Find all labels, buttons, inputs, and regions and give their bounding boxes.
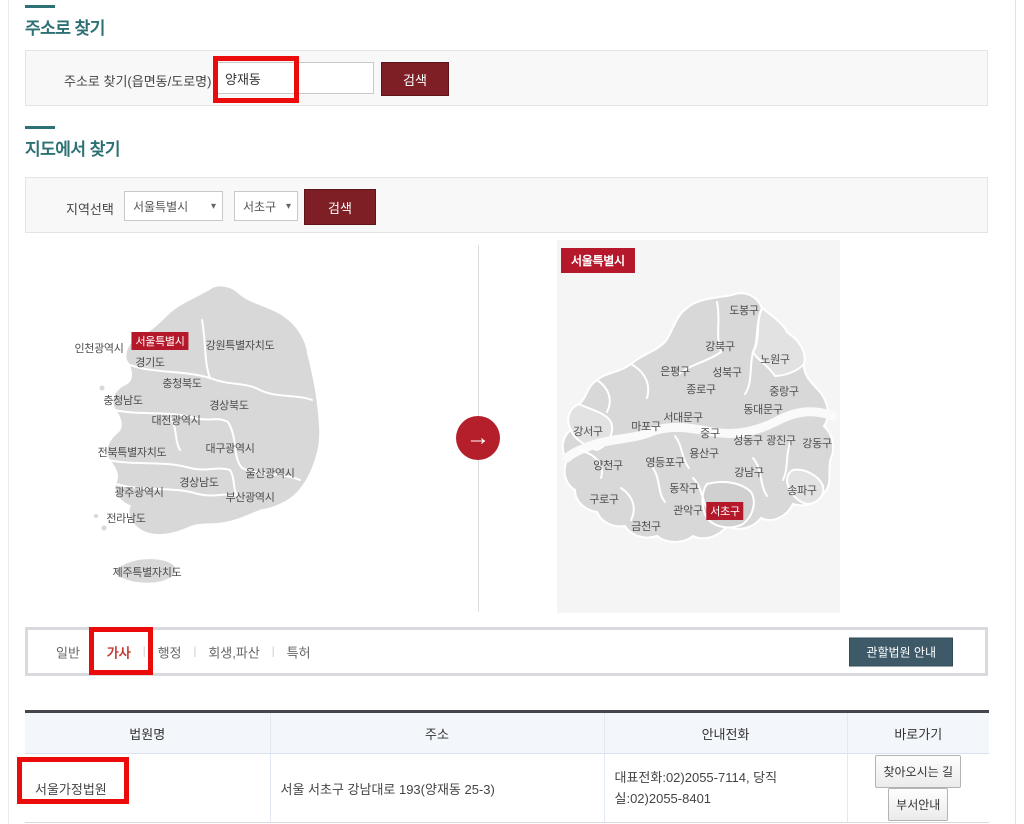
district-label: 구로구 <box>589 494 619 506</box>
seoul-map-panel: 서울특별시 도봉구 강북구 노원구 은평구 성북구 종로구 중랑구 동대문구 서… <box>557 240 840 613</box>
arrow-right-icon[interactable]: → <box>456 416 500 460</box>
court-shortcuts-cell: 찾아오시는 길부서안내 <box>846 753 989 823</box>
address-search-button[interactable]: 검색 <box>381 62 449 96</box>
province-label: 강원특별자치도 <box>205 340 275 352</box>
sigungu-select-value: 서초구 <box>243 199 277 214</box>
tab-separator: | <box>193 645 197 658</box>
district-label: 금천구 <box>631 521 661 533</box>
province-label: 전라남도 <box>106 513 146 525</box>
tab-separator: | <box>142 645 146 658</box>
left-page-border <box>8 0 9 824</box>
district-label: 성동구 <box>733 435 763 447</box>
district-label: 마포구 <box>631 421 661 433</box>
court-address-cell: 서울 서초구 강남대로 193(양재동 25-3) <box>269 753 604 823</box>
address-section-title: 주소로 찾기 <box>25 19 105 38</box>
header-shortcuts: 바로가기 <box>846 711 989 754</box>
header-phone: 안내전화 <box>603 711 847 754</box>
sido-select-value: 서울특별시 <box>133 199 189 214</box>
map-section-title: 지도에서 찾기 <box>25 140 121 159</box>
directions-button[interactable]: 찾아오시는 길 <box>875 755 962 788</box>
province-label: 제주특별자치도 <box>112 567 182 579</box>
province-label: 경상북도 <box>209 400 249 412</box>
province-label: 경상남도 <box>179 477 219 489</box>
district-label: 성북구 <box>712 367 742 379</box>
province-label: 부산광역시 <box>225 492 275 504</box>
province-label: 대구광역시 <box>205 443 255 455</box>
tab-rehabilitation-bankruptcy[interactable]: 회생,파산 <box>208 645 260 660</box>
district-label: 동작구 <box>669 483 699 495</box>
header-address: 주소 <box>269 711 604 754</box>
chevron-down-icon: ▾ <box>210 200 216 212</box>
district-label: 종로구 <box>686 384 716 396</box>
department-guide-button[interactable]: 부서안내 <box>888 788 949 821</box>
chevron-down-icon: ▾ <box>285 200 291 212</box>
selected-district-chip[interactable]: 서초구 <box>706 502 744 520</box>
district-label: 노원구 <box>760 354 790 366</box>
district-label: 관악구 <box>673 505 703 517</box>
section-dash <box>25 126 55 129</box>
tab-patent[interactable]: 특허 <box>286 645 311 660</box>
korea-map-svg[interactable] <box>60 270 420 600</box>
table-header-row: 법원명 주소 안내전화 바로가기 <box>25 711 989 754</box>
court-type-bar: 일반 | 가사 | 행정 | 회생,파산 | 특허 관할법원 안내 <box>25 627 988 676</box>
district-label: 용산구 <box>689 448 719 460</box>
right-page-border <box>1015 0 1016 824</box>
district-label: 광진구 <box>766 435 796 447</box>
address-search-form: 주소로 찾기(읍면동/도로명) 검색 <box>25 50 988 106</box>
district-label: 도봉구 <box>729 305 759 317</box>
address-field-label: 주소로 찾기(읍면동/도로명) <box>64 74 212 89</box>
section-dash <box>25 5 55 8</box>
province-label: 울산광역시 <box>245 468 295 480</box>
province-label: 전북특별자치도 <box>97 447 167 459</box>
district-label: 중랑구 <box>769 386 799 398</box>
district-label: 중구 <box>700 428 720 440</box>
district-label: 서대문구 <box>663 412 703 424</box>
tab-family[interactable]: 가사 <box>106 645 131 660</box>
region-select-form: 지역선택 서울특별시 ▾ 서초구 ▾ 검색 <box>25 177 988 233</box>
district-label: 영등포구 <box>645 457 685 469</box>
district-label: 은평구 <box>660 366 690 378</box>
korea-map: 인천광역시 강원특별자치도 경기도 충청북도 충청남도 경상북도 대전광역시 전… <box>60 270 420 600</box>
seoul-panel-label: 서울특별시 <box>561 248 635 273</box>
sigungu-select[interactable]: 서초구 ▾ <box>234 191 298 221</box>
selected-province-chip[interactable]: 서울특별시 <box>131 332 189 350</box>
province-label: 충청북도 <box>162 378 202 390</box>
jurisdiction-court-guide-button[interactable]: 관할법원 안내 <box>849 637 953 666</box>
court-type-tabs: 일반 | 가사 | 행정 | 회생,파산 | 특허 <box>56 642 311 661</box>
header-court-name: 법원명 <box>25 711 270 754</box>
district-label: 양천구 <box>593 460 623 472</box>
district-label: 강동구 <box>802 438 832 450</box>
district-label: 동대문구 <box>743 404 783 416</box>
province-label: 대전광역시 <box>151 415 201 427</box>
tab-general[interactable]: 일반 <box>56 645 80 660</box>
district-label: 송파구 <box>787 485 817 497</box>
court-result-table: 법원명 주소 안내전화 바로가기 서울가정법원 서울 서초구 강남대로 193(… <box>25 710 989 823</box>
district-label: 강서구 <box>573 426 603 438</box>
court-name-cell: 서울가정법원 <box>25 753 270 823</box>
court-phone-cell: 대표전화:02)2055-7114, 당직실:02)2055-8401 <box>603 753 847 823</box>
district-label: 강북구 <box>705 341 735 353</box>
address-search-input[interactable] <box>216 62 374 94</box>
region-search-button[interactable]: 검색 <box>304 189 376 225</box>
tab-separator: | <box>271 645 275 658</box>
province-label: 경기도 <box>135 357 165 369</box>
region-select-label: 지역선택 <box>66 202 114 217</box>
sido-select[interactable]: 서울특별시 ▾ <box>124 191 223 221</box>
province-label: 광주광역시 <box>114 487 164 499</box>
table-row: 서울가정법원 서울 서초구 강남대로 193(양재동 25-3) 대표전화:02… <box>25 753 989 823</box>
province-label: 인천광역시 <box>74 343 124 355</box>
province-label: 충청남도 <box>103 395 143 407</box>
tab-separator: | <box>91 645 95 658</box>
tab-administrative[interactable]: 행정 <box>157 645 182 660</box>
district-label: 강남구 <box>734 467 764 479</box>
